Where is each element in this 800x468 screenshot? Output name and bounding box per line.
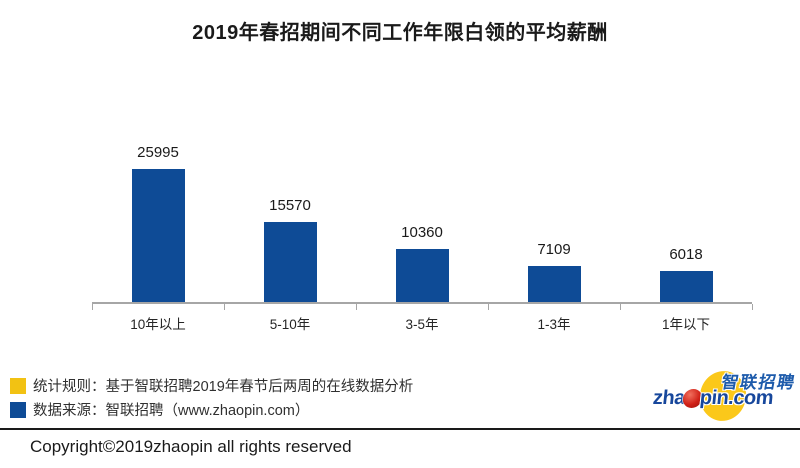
legend: 统计规则：基于智联招聘2019年春节后两周的在线数据分析 数据来源：智联招聘（w…	[10, 377, 413, 425]
legend-label: 统计规则：基于智联招聘2019年春节后两周的在线数据分析	[33, 379, 414, 395]
legend-label: 数据来源：智联招聘（www.zhaopin.com）	[33, 403, 310, 419]
axis-tick	[356, 304, 357, 310]
bar-group: 7109	[488, 241, 620, 302]
x-axis-label: 3-5年	[405, 317, 439, 332]
x-axis-label: 5-10年	[269, 317, 311, 332]
bar-2	[395, 249, 449, 302]
axis-tick	[224, 304, 225, 310]
legend-item-stat-rule: 统计规则：基于智联招聘2019年春节后两周的在线数据分析	[10, 377, 414, 395]
plot-area: 25995 15570 10360 7109 6018	[92, 143, 753, 310]
logo-text-suffix: pin.com	[698, 387, 775, 409]
bar-group: 6018	[620, 246, 752, 302]
copyright-text: Copyright©2019zhaopin all rights reserve…	[30, 437, 352, 456]
bar-value-label: 6018	[669, 246, 703, 263]
axis-tick	[620, 304, 621, 310]
x-axis-label: 1-3年	[537, 317, 571, 332]
bar-1	[263, 222, 317, 302]
footer-divider	[0, 428, 800, 430]
axis-tick	[92, 304, 93, 310]
bar-3	[527, 266, 581, 302]
axis-tick	[752, 304, 753, 310]
page-title: 2019年春招期间不同工作年限白领的平均薪酬	[192, 22, 608, 44]
x-axis-labels: 10年以上 5-10年 3-5年 1-3年 1年以下	[92, 313, 752, 333]
bar-value-label: 7109	[537, 241, 571, 258]
bar-0	[131, 169, 185, 302]
bar-group: 15570	[224, 197, 356, 302]
bar-value-label: 15570	[269, 197, 311, 214]
logo-wordmark: zha pin.com	[652, 387, 774, 410]
logo-text-prefix: zha	[651, 387, 687, 409]
bar-value-label: 10360	[401, 224, 443, 241]
x-axis-label: 1年以下	[661, 317, 710, 332]
legend-swatch-blue	[10, 401, 26, 418]
x-axis-label: 10年以上	[130, 317, 186, 332]
zhaopin-logo: 智联招聘 zha pin.com	[644, 355, 797, 426]
bar-group: 10360	[356, 224, 488, 302]
bar-value-label: 25995	[137, 144, 179, 161]
bar-chart: 25995 15570 10360 7109 6018 10年以上 5-10年 3-5年 1-…	[92, 143, 753, 333]
bar-4	[659, 271, 713, 302]
axis-tick	[488, 304, 489, 310]
bar-group: 25995	[92, 144, 224, 302]
legend-item-data-source: 数据来源：智联招聘（www.zhaopin.com）	[10, 401, 413, 419]
legend-swatch-yellow	[10, 377, 26, 394]
